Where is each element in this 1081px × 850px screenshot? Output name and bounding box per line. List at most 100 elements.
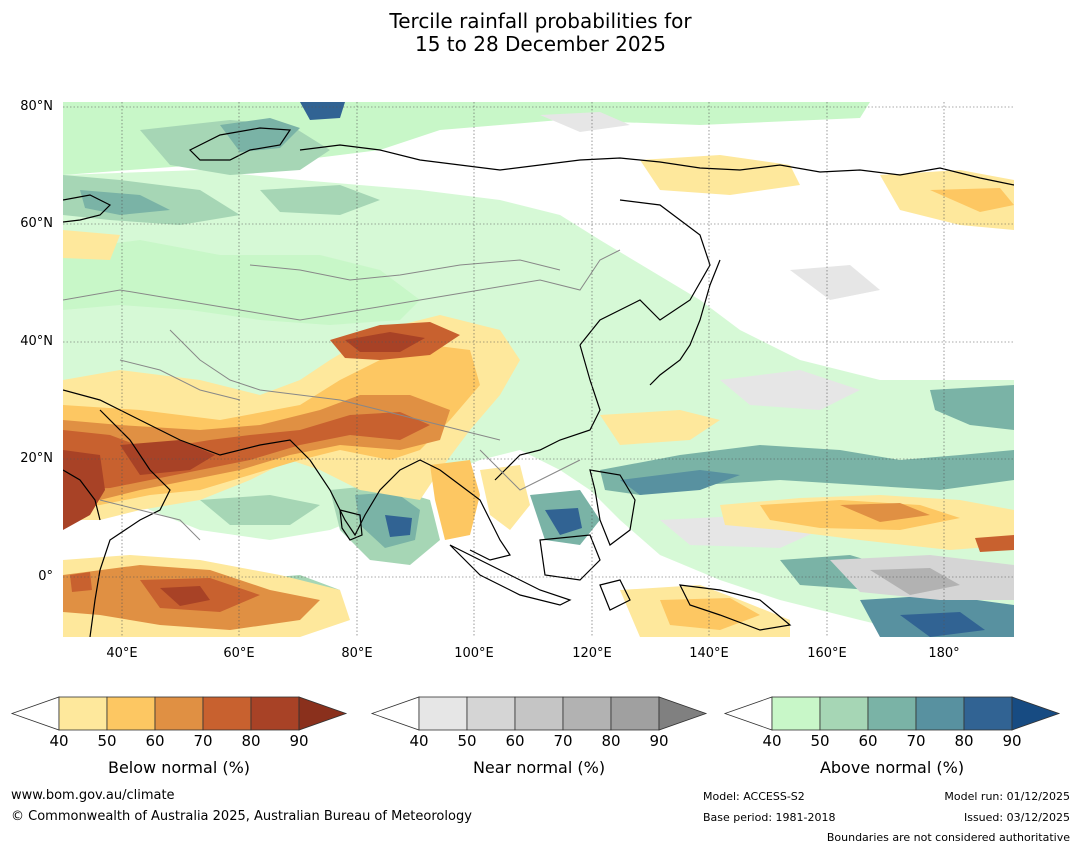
near-swatch-4 bbox=[562, 696, 612, 731]
lat-label-40n: 40°N bbox=[20, 334, 53, 349]
below-normal-region bbox=[63, 450, 105, 530]
above-normal-region bbox=[545, 508, 582, 535]
above-normal-region bbox=[80, 190, 170, 215]
above-tick: 50 bbox=[810, 732, 830, 750]
above-normal-region bbox=[385, 515, 412, 537]
above-normal-region bbox=[200, 495, 320, 525]
title-line-2: 15 to 28 December 2025 bbox=[414, 32, 666, 56]
below-tick: 70 bbox=[193, 732, 213, 750]
lon-label-80e: 80°E bbox=[341, 646, 373, 661]
above-tick: 70 bbox=[906, 732, 926, 750]
below-normal-region bbox=[63, 230, 120, 260]
below-normal-region bbox=[840, 503, 930, 522]
probability-field bbox=[63, 102, 1014, 637]
footer-url: www.bom.gov.au/climate bbox=[11, 788, 175, 803]
country-boundaries bbox=[63, 249, 621, 541]
lon-label-180: 180° bbox=[928, 646, 960, 661]
above-over-triangle bbox=[1011, 696, 1061, 731]
near-swatch-2 bbox=[466, 696, 516, 731]
coastline bbox=[589, 469, 636, 546]
coastline bbox=[678, 584, 792, 631]
below-swatch-4 bbox=[202, 696, 252, 731]
below-tick: 50 bbox=[97, 732, 117, 750]
near-swatch-1 bbox=[418, 696, 468, 731]
lat-label-20n: 20°N bbox=[20, 451, 53, 466]
lon-label-120e: 120°E bbox=[572, 646, 612, 661]
below-swatch-5 bbox=[250, 696, 300, 731]
above-tick: 90 bbox=[1002, 732, 1022, 750]
above-normal-region bbox=[900, 612, 985, 637]
lon-label-40e: 40°E bbox=[106, 646, 138, 661]
below-normal-region bbox=[975, 535, 1014, 552]
footer-model-run: Model run: 01/12/2025 bbox=[944, 790, 1070, 803]
above-swatch-2 bbox=[819, 696, 869, 731]
below-tick: 40 bbox=[49, 732, 69, 750]
footer-boundaries-note: Boundaries are not considered authoritat… bbox=[826, 831, 1070, 844]
near-normal-region bbox=[720, 370, 860, 410]
colorbar-near bbox=[370, 696, 708, 731]
below-normal-region bbox=[880, 170, 1014, 230]
below-swatch-3 bbox=[154, 696, 204, 731]
footer-base-period: Base period: 1981-2018 bbox=[703, 811, 836, 824]
below-normal-region bbox=[660, 598, 760, 630]
gridlines bbox=[63, 102, 1014, 637]
boundary bbox=[63, 249, 621, 321]
title-line-1: Tercile rainfall probabilities for bbox=[389, 9, 692, 33]
above-normal-region bbox=[300, 102, 345, 120]
near-normal-region bbox=[790, 265, 880, 300]
near-normal-region bbox=[870, 568, 960, 595]
below-tick: 60 bbox=[145, 732, 165, 750]
near-tick: 80 bbox=[601, 732, 621, 750]
coastline bbox=[449, 544, 572, 606]
coastline bbox=[63, 389, 511, 561]
above-tick: 60 bbox=[858, 732, 878, 750]
above-tick: 40 bbox=[762, 732, 782, 750]
colorbar-above bbox=[723, 696, 1061, 731]
above-normal-region bbox=[620, 470, 740, 495]
coastline bbox=[299, 144, 1014, 186]
near-swatch-5 bbox=[610, 696, 660, 731]
near-tick: 60 bbox=[505, 732, 525, 750]
lon-label-160e: 160°E bbox=[807, 646, 847, 661]
above-under-triangle bbox=[723, 696, 773, 731]
above-normal-region bbox=[260, 185, 380, 215]
boundary bbox=[479, 449, 581, 491]
coastline bbox=[89, 409, 171, 637]
below-normal-region bbox=[70, 572, 92, 592]
near-tick: 90 bbox=[649, 732, 669, 750]
lon-label-100e: 100°E bbox=[454, 646, 494, 661]
lat-label-80n: 80°N bbox=[20, 99, 53, 114]
above-swatch-4 bbox=[915, 696, 965, 731]
coastline bbox=[188, 127, 292, 161]
footer-copyright: © Commonwealth of Australia 2025, Austra… bbox=[11, 809, 472, 824]
above-normal-region bbox=[930, 385, 1014, 430]
coastline bbox=[539, 534, 601, 581]
below-swatch-2 bbox=[106, 696, 156, 731]
coastline bbox=[599, 579, 631, 611]
below-normal-region bbox=[160, 586, 210, 606]
lat-label-60n: 60°N bbox=[20, 216, 53, 231]
near-over-triangle bbox=[658, 696, 708, 731]
footer-issued: Issued: 03/12/2025 bbox=[963, 811, 1070, 824]
coastline bbox=[339, 509, 363, 541]
below-swatch-1 bbox=[58, 696, 108, 731]
near-swatch-3 bbox=[514, 696, 564, 731]
near-colorbar-title: Near normal (%) bbox=[472, 758, 606, 777]
above-normal-region bbox=[63, 175, 240, 225]
below-colorbar-title: Below normal (%) bbox=[107, 758, 251, 777]
footer-model: Model: ACCESS-S2 bbox=[703, 790, 805, 803]
map-title: Tercile rainfall probabilities for 15 to… bbox=[0, 10, 1081, 56]
coastline bbox=[63, 469, 101, 521]
lon-label-140e: 140°E bbox=[689, 646, 729, 661]
below-normal-region bbox=[480, 465, 530, 530]
lon-label-60e: 60°E bbox=[223, 646, 255, 661]
above-swatch-3 bbox=[867, 696, 917, 731]
above-swatch-5 bbox=[963, 696, 1013, 731]
below-normal-region bbox=[120, 440, 215, 475]
boundary bbox=[249, 259, 561, 281]
above-swatch-1 bbox=[771, 696, 821, 731]
coastline bbox=[579, 199, 711, 346]
coastlines bbox=[63, 127, 1014, 637]
near-normal-region bbox=[540, 112, 630, 132]
